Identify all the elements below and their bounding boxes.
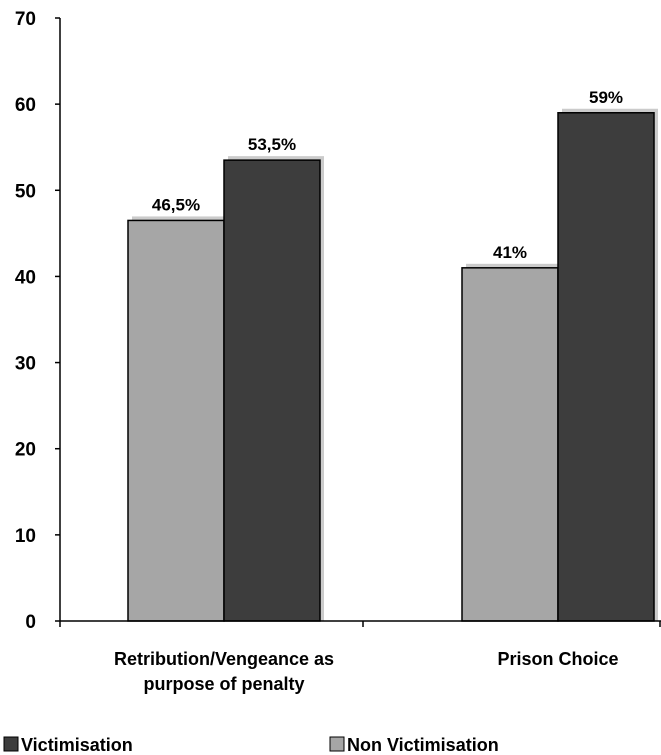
data-label: 53,5% — [248, 135, 296, 154]
legend-swatch — [3, 736, 19, 752]
legend-label: Victimisation — [21, 735, 133, 755]
bar — [127, 219, 225, 622]
legend-swatch — [329, 736, 345, 752]
data-label: 46,5% — [152, 195, 200, 214]
legend: Victimisation Non Victimisation — [3, 735, 499, 755]
y-tick-label: 30 — [15, 354, 36, 375]
y-tick-label: 0 — [25, 612, 36, 633]
bar — [461, 267, 559, 622]
y-tick-label: 50 — [15, 181, 36, 202]
y-tick-label: 70 — [15, 9, 36, 30]
bars: 46,5% 53,5% 41% 59% — [127, 88, 658, 622]
bar — [223, 159, 321, 622]
y-tick-label: 60 — [15, 95, 36, 116]
y-axis: 0 10 20 30 40 50 60 70 — [15, 9, 61, 633]
bar — [557, 112, 655, 622]
y-tick-label: 20 — [15, 440, 36, 461]
data-label: 41% — [493, 243, 527, 262]
data-label: 59% — [589, 88, 623, 107]
x-axis: Retribution/Vengeance as purpose of penal… — [59, 620, 661, 694]
x-category-label: purpose of penalty — [143, 674, 304, 694]
x-category-label: Prison Choice — [497, 649, 618, 669]
y-tick-label: 10 — [15, 526, 36, 547]
x-category-label: Retribution/Vengeance as — [114, 649, 334, 669]
y-tick-label: 40 — [15, 267, 36, 288]
legend-label: Non Victimisation — [347, 735, 499, 755]
